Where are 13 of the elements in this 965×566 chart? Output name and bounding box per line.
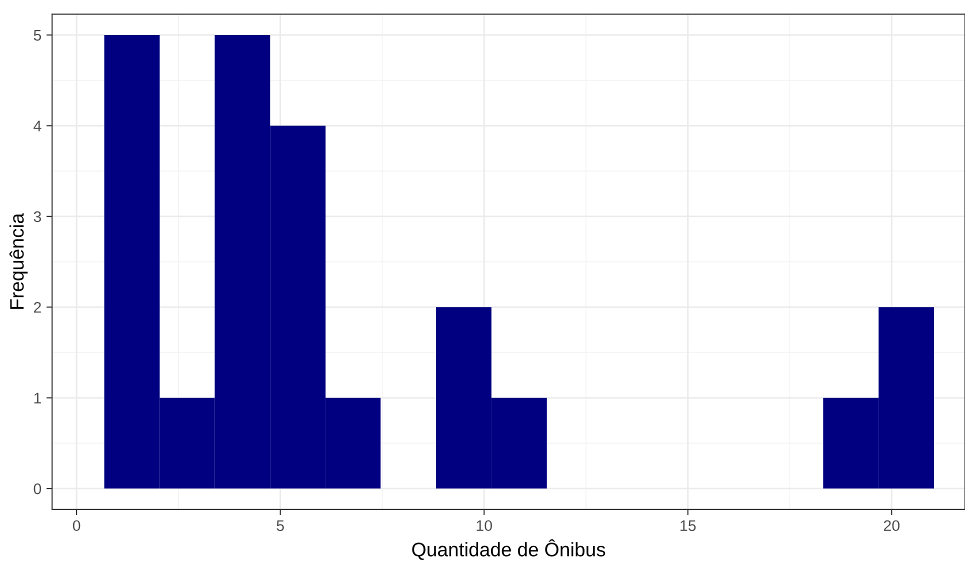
y-tick-label: 2 [34, 302, 41, 313]
x-tick-label: 20 [884, 520, 900, 532]
y-tick-label: 1 [34, 392, 41, 404]
y-tick-label: 0 [34, 483, 42, 494]
y-tick-label: 5 [34, 30, 42, 41]
y-axis-title: Frequência [9, 213, 28, 309]
x-axis-title: Quantidade de Ônibus [412, 539, 606, 560]
x-tick-label: 0 [72, 520, 80, 532]
y-tick-label: 4 [34, 120, 42, 132]
x-tick-label: 15 [680, 520, 696, 532]
x-tick-label: 5 [276, 520, 284, 532]
y-tick-label: 3 [34, 211, 42, 222]
x-tick-label: 10 [476, 520, 492, 532]
